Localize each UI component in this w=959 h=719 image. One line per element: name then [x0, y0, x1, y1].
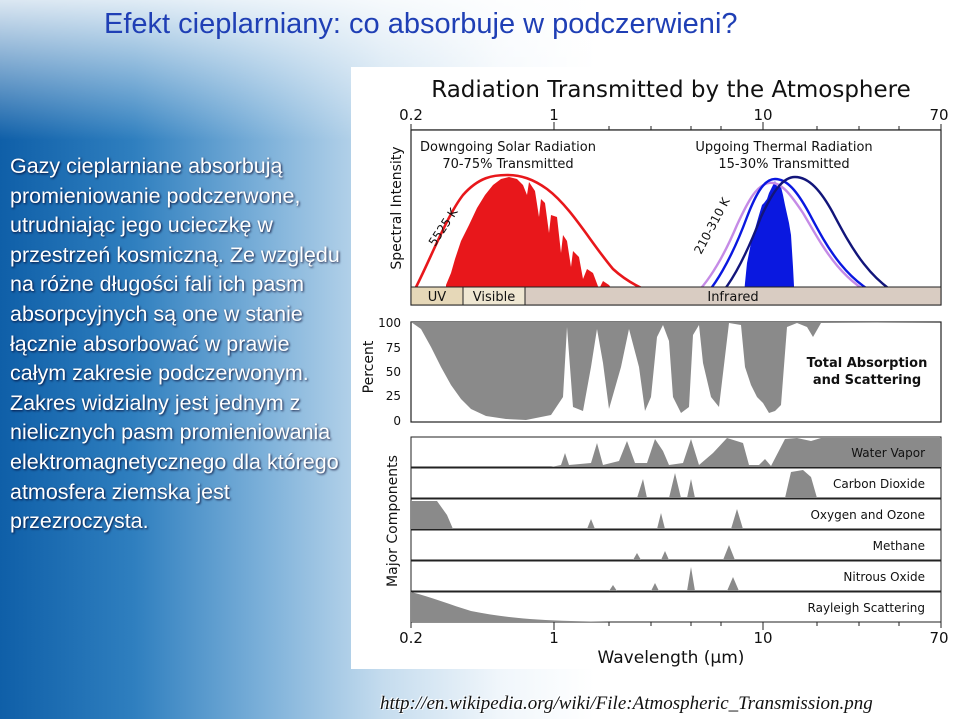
absorption-ylabel: Percent [361, 340, 377, 393]
bottom-axis [410, 622, 942, 630]
slide-title: Efekt cieplarniany: co absorbuje w podcz… [104, 8, 738, 40]
absorption-tick-100: 100 [378, 316, 401, 330]
figure-title: Radiation Transmitted by the Atmosphere [431, 77, 911, 103]
component-label-water-vapor: Water Vapor [851, 446, 925, 460]
bottom-tick-0: 0.2 [399, 629, 423, 647]
band-infrared: Infrared [707, 290, 758, 305]
component-label-rayleigh: Rayleigh Scattering [808, 601, 925, 615]
absorption-label-2: and Scattering [813, 373, 921, 388]
component-row-oxygen-ozone: Oxygen and Ozone [410, 498, 942, 530]
solar-label-1: Downgoing Solar Radiation [420, 140, 596, 155]
solar-label-2: 70-75% Transmitted [442, 157, 573, 172]
component-row-nitrous-oxide: Nitrous Oxide [410, 560, 942, 592]
band-visible: Visible [473, 290, 515, 305]
top-tick-1: 1 [549, 106, 559, 124]
top-axis [410, 122, 942, 130]
components-ylabel: Major Components [385, 455, 401, 587]
total-absorption-area [411, 322, 941, 420]
slide-body-text: Gazy cieplarniane absorbują promieniowan… [10, 154, 340, 534]
bottom-tick-1: 1 [549, 629, 559, 647]
absorption-tick-75: 75 [386, 341, 401, 355]
thermal-label-2: 15-30% Transmitted [718, 157, 849, 172]
thermal-label-1: Upgoing Thermal Radiation [695, 140, 872, 155]
component-label-oxygen-ozone: Oxygen and Ozone [810, 508, 925, 522]
thermal-transmitted-area [743, 181, 795, 305]
source-link[interactable]: http://en.wikipedia.org/wiki/File:Atmosp… [380, 693, 873, 714]
component-label-carbon-dioxide: Carbon Dioxide [833, 477, 925, 491]
component-label-methane: Methane [873, 539, 925, 553]
top-tick-0: 0.2 [399, 106, 423, 124]
absorption-tick-0: 0 [393, 414, 401, 428]
absorption-label-1: Total Absorption [807, 356, 928, 371]
solar-transmitted-area [446, 177, 651, 305]
top-tick-2: 10 [753, 106, 772, 124]
bottom-tick-3: 70 [929, 629, 948, 647]
absorption-tick-25: 25 [386, 389, 401, 403]
component-label-nitrous-oxide: Nitrous Oxide [843, 570, 925, 584]
band-uv: UV [428, 290, 447, 305]
xlabel: Wavelength (μm) [598, 648, 745, 668]
solar-blackbody-curve [411, 173, 941, 305]
thermal-curve-navy [710, 175, 942, 305]
top-tick-3: 70 [929, 106, 948, 124]
spectral-ylabel: Spectral Intensity [389, 146, 405, 269]
absorption-tick-50: 50 [386, 365, 401, 379]
atmospheric-transmission-figure: Radiation Transmitted by the Atmosphere … [351, 67, 959, 669]
component-row-methane: Methane [410, 529, 942, 561]
bottom-tick-2: 10 [753, 629, 772, 647]
thermal-curve-blue [695, 177, 922, 305]
component-row-water-vapor: Water Vapor [410, 436, 942, 468]
component-row-carbon-dioxide: Carbon Dioxide [410, 467, 942, 499]
component-row-rayleigh: Rayleigh Scattering [410, 591, 942, 623]
thermal-curve-violet [682, 181, 912, 305]
